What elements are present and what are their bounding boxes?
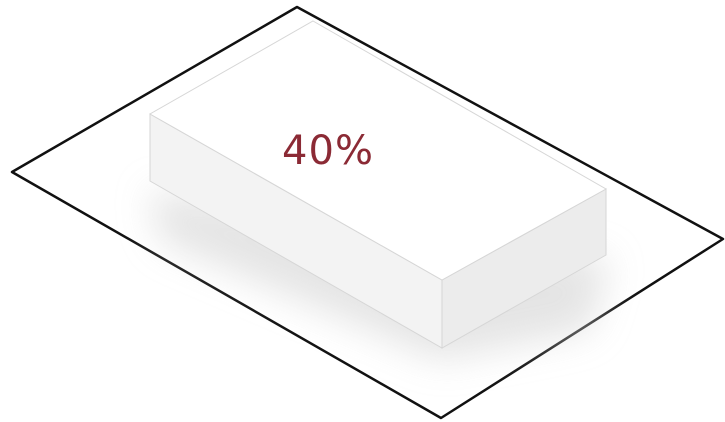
coverage-percentage-label: 40% xyxy=(282,128,374,174)
building-top-face xyxy=(148,20,608,281)
